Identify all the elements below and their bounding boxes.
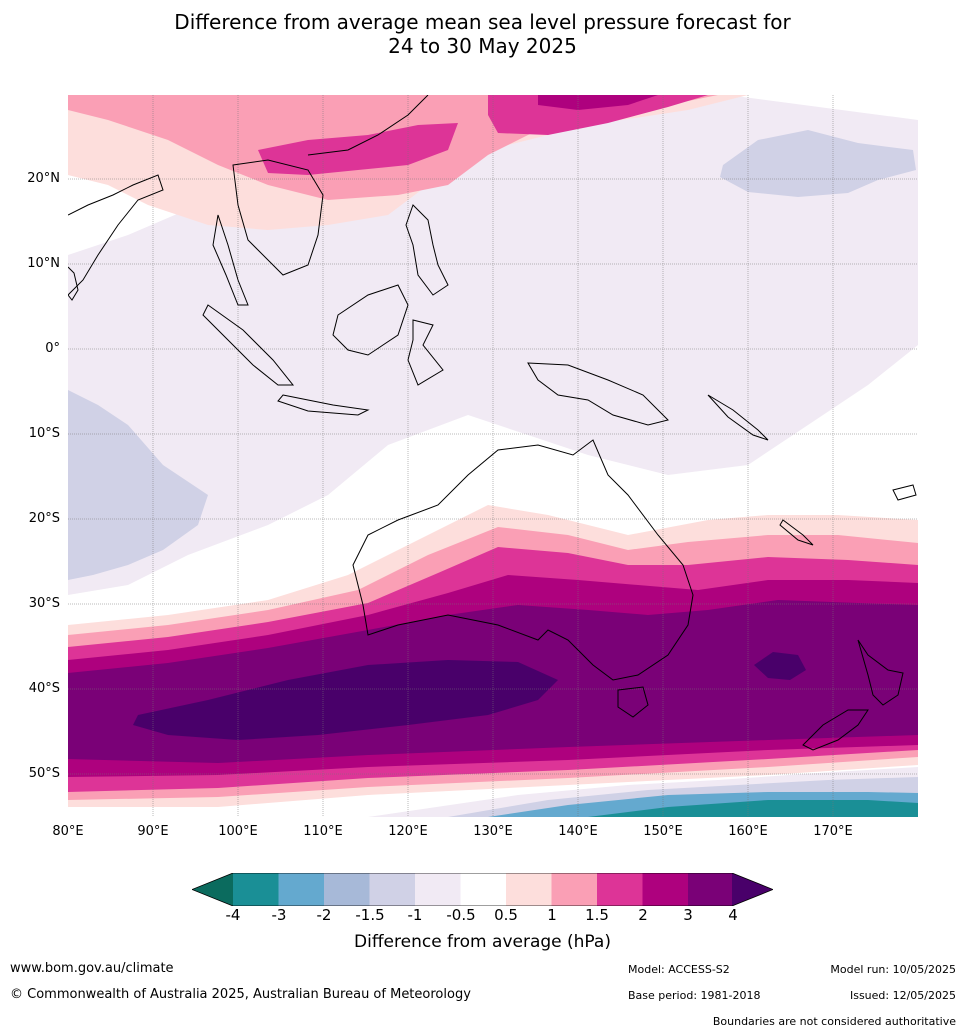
colorbar-swatch-11 (688, 873, 732, 906)
colorbar-tick-1.5: 1.5 (585, 906, 609, 924)
lon-label-150e: 150°E (643, 824, 683, 839)
coast-new-guinea (527, 362, 669, 426)
map-canvas (68, 95, 918, 817)
boundaries-disclaimer: Boundaries are not considered authoritat… (712, 1015, 956, 1028)
lon-label-170e: 170°E (813, 824, 853, 839)
colorbar (190, 872, 775, 907)
lon-label-140e: 140°E (558, 824, 598, 839)
lon-label-110e: 110°E (303, 824, 343, 839)
colorbar-tick--1.5: -1.5 (355, 906, 385, 924)
pressure-anomaly-map (68, 95, 918, 817)
contour-band--1.5-to--1-w (68, 390, 208, 580)
coast-indochina (232, 159, 324, 276)
colorbar-swatch-7 (506, 873, 552, 906)
colorbar-tick-4: 4 (728, 906, 738, 924)
issued-date: Issued: 12/05/2025 (849, 989, 956, 1002)
coast-solomon (707, 394, 769, 441)
coast-nz-north (857, 639, 904, 706)
map-title: Difference from average mean sea level p… (0, 10, 965, 58)
colorbar-tick-2: 2 (638, 906, 648, 924)
coast-malay-peninsula (212, 214, 249, 306)
contour-band--4-to--3-south (588, 800, 918, 817)
lon-label-130e: 130°E (473, 824, 513, 839)
colorbar-swatch-2 (278, 873, 324, 906)
lat-label-10s: 10°S (28, 426, 60, 441)
colorbar-swatch-8 (551, 873, 597, 906)
colorbar-tick--3: -3 (271, 906, 287, 924)
lon-label-90e: 90°E (137, 824, 169, 839)
coast-java (277, 394, 370, 416)
coast-philippines (405, 204, 449, 296)
lat-label-20n: 20°N (27, 171, 60, 186)
colorbar-extend-high (732, 873, 773, 906)
title-line-2: 24 to 30 May 2025 (388, 34, 577, 58)
coast-china (307, 95, 429, 156)
lat-label-50s: 50°S (28, 766, 60, 781)
coast-australia (352, 439, 694, 681)
contour-band-above-4-tasman (754, 652, 806, 680)
colorbar-swatch-5 (415, 873, 461, 906)
coast-tasmania (617, 686, 649, 718)
copyright-notice: © Commonwealth of Australia 2025, Austra… (10, 987, 471, 1002)
coast-sulawesi (407, 319, 444, 386)
coast-borneo (332, 284, 409, 356)
coast-sumatra (202, 304, 295, 386)
website-link[interactable]: www.bom.gov.au/climate (10, 961, 174, 976)
coast-new-caledonia (779, 519, 814, 546)
lat-label-20s: 20°S (28, 511, 60, 526)
colorbar-tick--4: -4 (225, 906, 241, 924)
graticule (68, 95, 918, 817)
contour-band-above-4-core (133, 660, 558, 740)
contour-band--1.5-to--1-ne (720, 130, 916, 197)
base-period: Base period: 1981-2018 (628, 989, 761, 1002)
lat-label-10n: 10°N (27, 256, 60, 271)
coast-fiji (892, 484, 917, 501)
coast-sri-lanka (68, 266, 79, 301)
colorbar-tick-0.5: 0.5 (494, 906, 518, 924)
colorbar-extend-low (192, 873, 233, 906)
colorbar-swatch-3 (324, 873, 370, 906)
colorbar-swatch-9 (597, 873, 643, 906)
model-run-date: Model run: 10/05/2025 (830, 963, 956, 976)
colorbar-swatch-10 (642, 873, 688, 906)
colorbar-swatch-6 (460, 873, 506, 906)
model-name: Model: ACCESS-S2 (628, 963, 730, 976)
coast-india (68, 174, 164, 296)
colorbar-tick--2: -2 (316, 906, 332, 924)
coast-nz-south (802, 709, 869, 751)
lon-label-160e: 160°E (728, 824, 768, 839)
colorbar-swatch-1 (233, 873, 279, 906)
colorbar-tick--1: -1 (407, 906, 423, 924)
colorbar-tick-3: 3 (683, 906, 693, 924)
lat-label-0: 0° (45, 341, 60, 356)
colorbar-tick-1: 1 (547, 906, 557, 924)
colorbar-tick--0.5: -0.5 (446, 906, 476, 924)
colorbar-svg (190, 872, 775, 907)
lon-label-80e: 80°E (52, 824, 84, 839)
lon-label-120e: 120°E (388, 824, 428, 839)
colorbar-label: Difference from average (hPa) (354, 932, 611, 952)
coastlines (68, 95, 917, 751)
colorbar-swatch-4 (369, 873, 415, 906)
contour-band-2-to-3-north (538, 95, 658, 110)
lat-label-30s: 30°S (28, 596, 60, 611)
lat-label-40s: 40°S (28, 681, 60, 696)
lon-label-100e: 100°E (218, 824, 258, 839)
title-line-1: Difference from average mean sea level p… (174, 10, 791, 34)
